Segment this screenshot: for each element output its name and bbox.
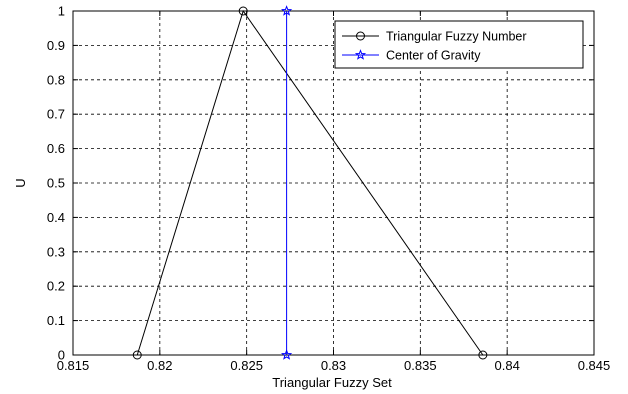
- legend-label-center: Center of Gravity: [386, 49, 481, 63]
- x-tick-label: 0.82: [147, 358, 172, 373]
- y-tick-label: 0.5: [47, 176, 65, 191]
- series-line-0: [136, 9, 484, 356]
- axis-ticks: 0.815 0.82 0.825 0.83 0.835 0.84 0.845 0 0.1 0.2 0…: [47, 4, 610, 374]
- legend-label-triangular: Triangular Fuzzy Number: [386, 30, 527, 44]
- x-axis-label: Triangular Fuzzy Set: [272, 375, 392, 390]
- legend-star-shape: [354, 49, 367, 60]
- x-tick-label: 0.815: [57, 358, 90, 373]
- x-tick-label: 0.83: [321, 358, 346, 373]
- data-point-star: [280, 349, 293, 360]
- y-tick-label: 0: [58, 348, 65, 363]
- data-point-circle: [478, 350, 488, 360]
- y-tick-label: 0.8: [47, 72, 65, 87]
- y-tick-label: 0.9: [47, 38, 65, 53]
- y-tick-label: 0.1: [47, 313, 65, 328]
- x-tick-label: 0.825: [230, 358, 263, 373]
- data-point-circle: [132, 350, 142, 360]
- grid: [73, 11, 594, 355]
- y-tick-label: 0.4: [47, 210, 65, 225]
- y-tick-label: 0.6: [47, 141, 65, 156]
- data-point-star: [280, 5, 293, 16]
- y-tick-label: 0.2: [47, 279, 65, 294]
- x-tick-label: 0.84: [495, 358, 520, 373]
- data-point-circle: [238, 6, 248, 16]
- legend: Triangular Fuzzy Number Center of Gravit…: [334, 20, 584, 69]
- y-tick-label: 0.7: [47, 107, 65, 122]
- y-axis-label: U: [13, 178, 28, 187]
- legend-marker-circle: [356, 31, 365, 41]
- legend-box: [334, 20, 584, 69]
- y-tick-label: 1: [58, 4, 65, 19]
- y-tick-label: 0.3: [47, 244, 65, 259]
- x-tick-label: 0.845: [578, 358, 611, 373]
- x-tick-label: 0.835: [404, 358, 437, 373]
- legend-marker-star: [354, 49, 367, 60]
- series-layer: [132, 5, 488, 360]
